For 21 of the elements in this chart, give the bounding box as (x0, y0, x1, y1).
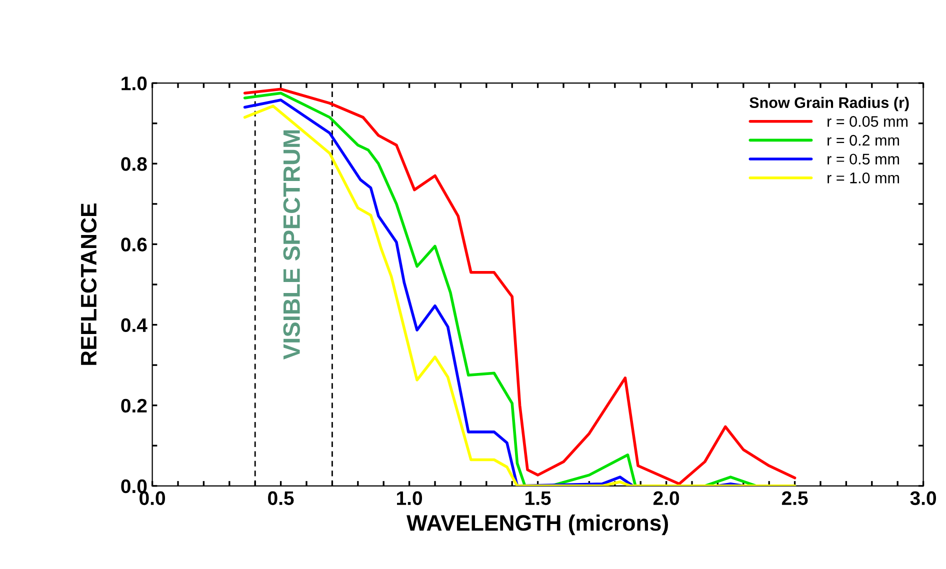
x-tick-label: 0.5 (268, 491, 294, 506)
x-tick-label: 1.5 (526, 492, 551, 506)
x-tick-label: 0.0 (140, 491, 166, 506)
y-tick-label: 1.0 (122, 76, 147, 90)
y-tick-label: 0.2 (121, 398, 147, 413)
y-tick-label: 0.8 (121, 157, 147, 171)
x-tick-label: 1.0 (397, 491, 422, 506)
annotation: VISIBLE SPECTRUM (283, 130, 300, 360)
x-tick-label: 2.5 (782, 491, 808, 506)
x-tick-label: 3.0 (910, 491, 936, 506)
y-tick-label: 0.0 (121, 479, 147, 494)
y-tick-label: 0.6 (121, 238, 147, 252)
x-axis-title: WAVELENGTH (microns) (406, 514, 668, 536)
legend-label: r = 0.2 mm (828, 134, 899, 146)
legend-label: r = 1.0 mm (828, 172, 899, 184)
y-axis-title: REFLECTANCE (80, 203, 97, 365)
legend-title: Snow Grain Radius (r) (750, 96, 909, 112)
x-tick-label: 2.0 (653, 491, 680, 506)
y-tick-label: 0.4 (121, 318, 148, 332)
legend-label: r = 0.5 mm (828, 154, 899, 165)
legend-label: r = 0.05 mm (828, 116, 908, 127)
